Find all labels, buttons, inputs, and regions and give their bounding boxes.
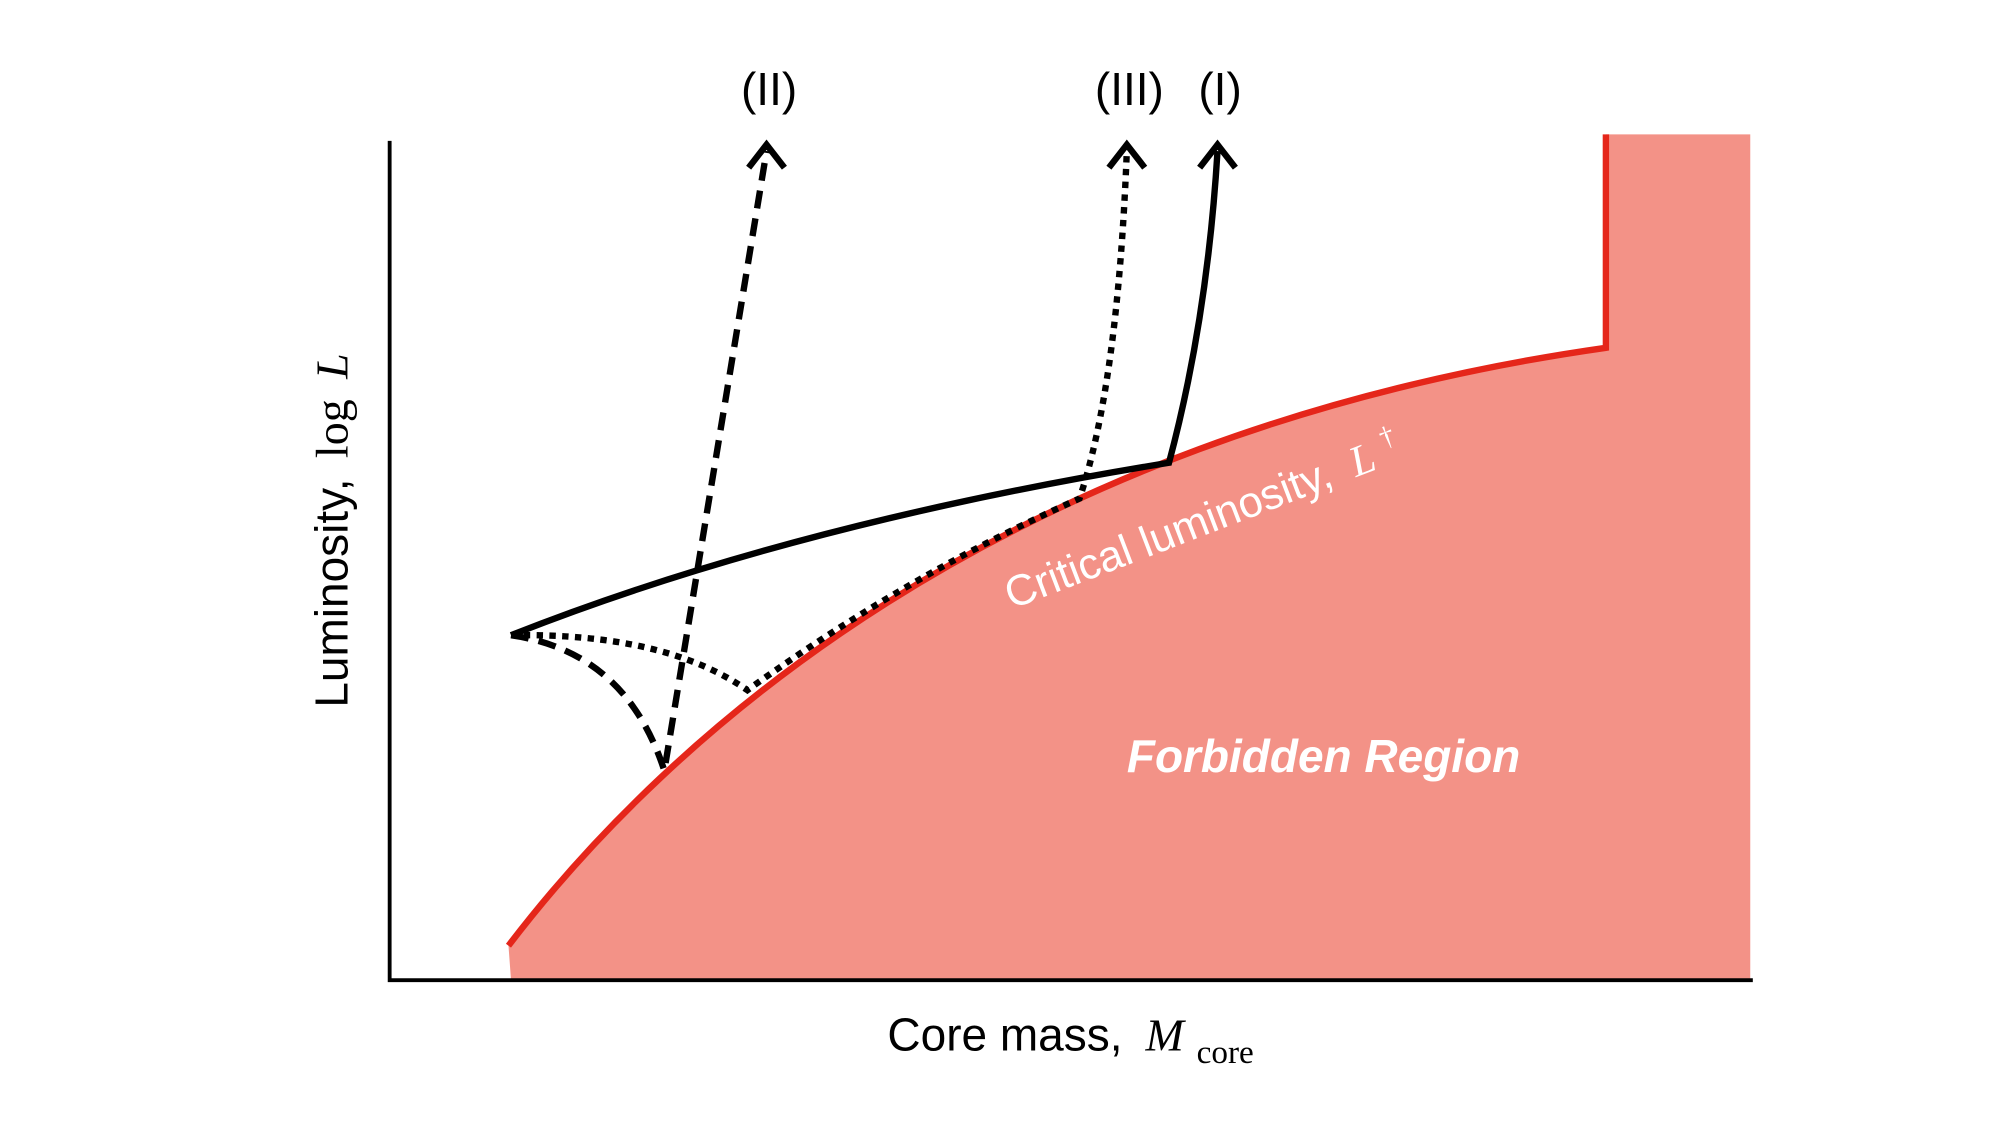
arrow-label: (III) (1095, 63, 1164, 115)
math: L (306, 353, 357, 380)
label-text: Core mass, (887, 1008, 1122, 1060)
math-sub: core (1197, 1034, 1254, 1071)
region-label: Forbidden Region (1127, 730, 1520, 782)
x-axis-label: Core mass, M core (887, 1008, 1253, 1071)
arrowhead-iii (1106, 139, 1148, 170)
math: log (306, 399, 357, 458)
critical-curve (505, 134, 1610, 948)
forbidden-region (508, 134, 1751, 981)
arrowhead-i (1197, 139, 1238, 170)
axes (387, 140, 1753, 983)
math: M (1145, 1009, 1187, 1060)
label-text: Luminosity, (305, 479, 357, 708)
track-ii (510, 150, 770, 772)
arrow-label: (II) (741, 63, 797, 115)
y-axis-label: Luminosity, log L (305, 353, 357, 707)
arrow-label: (I) (1198, 63, 1241, 115)
track-i (509, 150, 1221, 639)
arrowhead-ii (746, 139, 787, 170)
track-iii (510, 150, 1131, 695)
